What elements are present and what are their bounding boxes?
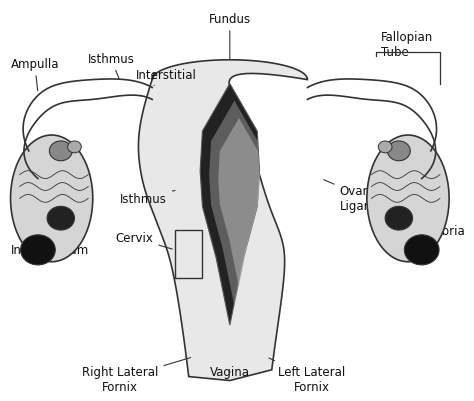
Circle shape (68, 142, 82, 154)
Text: Fundus: Fundus (209, 13, 251, 60)
Text: Fallopian
Tube: Fallopian Tube (381, 31, 433, 59)
Text: Ampulla: Ampulla (10, 58, 59, 91)
Circle shape (378, 142, 392, 154)
Circle shape (387, 142, 410, 161)
Polygon shape (209, 101, 260, 306)
Text: Infundibulum: Infundibulum (10, 162, 89, 257)
Text: Isthmus: Isthmus (88, 53, 135, 80)
Polygon shape (200, 84, 259, 325)
Ellipse shape (10, 136, 93, 262)
Text: Ovarian
Ligament: Ovarian Ligament (324, 180, 395, 213)
Text: Fimbria: Fimbria (422, 162, 465, 237)
Circle shape (20, 235, 55, 265)
Text: Vagina: Vagina (210, 365, 250, 378)
Polygon shape (218, 119, 260, 288)
Polygon shape (138, 61, 308, 381)
Circle shape (47, 207, 74, 231)
Text: Left Lateral
Fornix: Left Lateral Fornix (269, 358, 346, 393)
Circle shape (404, 235, 439, 265)
Text: Isthmus: Isthmus (120, 191, 175, 205)
Text: Right Lateral
Fornix: Right Lateral Fornix (82, 358, 191, 393)
Circle shape (385, 207, 412, 231)
Circle shape (49, 142, 72, 161)
Ellipse shape (367, 136, 449, 262)
Text: Interstitial: Interstitial (136, 69, 196, 86)
Text: Cervix: Cervix (116, 232, 173, 249)
